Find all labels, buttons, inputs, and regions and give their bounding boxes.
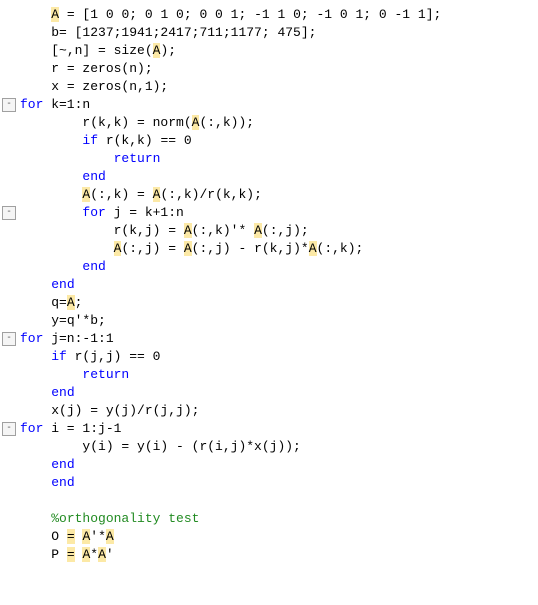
code-line[interactable]: -for i = 1:j-1	[0, 420, 538, 438]
code-line[interactable]	[0, 492, 538, 510]
code-text: end	[20, 277, 75, 292]
code-text: A(:,j) = A(:,j) - r(k,j)*A(:,k);	[20, 241, 363, 256]
code-text: return	[20, 151, 160, 166]
code-line[interactable]: -for j=n:-1:1	[0, 330, 538, 348]
code-line[interactable]: end	[0, 168, 538, 186]
code-line[interactable]: P = A*A'	[0, 546, 538, 564]
code-text: r(k,j) = A(:,k)'* A(:,j);	[20, 223, 309, 238]
code-text: b= [1237;1941;2417;711;1177; 475];	[20, 25, 316, 40]
code-text: end	[20, 169, 106, 184]
code-text: A = [1 0 0; 0 1 0; 0 0 1; -1 1 0; -1 0 1…	[20, 7, 441, 22]
code-line[interactable]: x(j) = y(j)/r(j,j);	[0, 402, 538, 420]
code-line[interactable]: q=A;	[0, 294, 538, 312]
code-text: y=q'*b;	[20, 313, 106, 328]
code-text: if r(j,j) == 0	[20, 349, 160, 364]
code-text: for i = 1:j-1	[20, 421, 121, 436]
fold-toggle-icon[interactable]: -	[2, 332, 16, 346]
code-text: P = A*A'	[20, 547, 114, 562]
code-text: return	[20, 367, 129, 382]
code-text: end	[20, 475, 75, 490]
code-line[interactable]: - for j = k+1:n	[0, 204, 538, 222]
code-text: x(j) = y(j)/r(j,j);	[20, 403, 199, 418]
code-line[interactable]: y=q'*b;	[0, 312, 538, 330]
code-text: end	[20, 385, 75, 400]
code-text: x = zeros(n,1);	[20, 79, 168, 94]
fold-toggle-icon[interactable]: -	[2, 206, 16, 220]
code-line[interactable]: return	[0, 366, 538, 384]
code-text: end	[20, 259, 106, 274]
code-text	[20, 493, 51, 508]
code-text: %orthogonality test	[20, 511, 199, 526]
code-line[interactable]: if r(k,k) == 0	[0, 132, 538, 150]
code-text: O = A'*A	[20, 529, 114, 544]
code-line[interactable]: b= [1237;1941;2417;711;1177; 475];	[0, 24, 538, 42]
code-text: for k=1:n	[20, 97, 90, 112]
code-editor[interactable]: A = [1 0 0; 0 1 0; 0 0 1; -1 1 0; -1 0 1…	[0, 0, 538, 570]
code-line[interactable]: A = [1 0 0; 0 1 0; 0 0 1; -1 1 0; -1 0 1…	[0, 6, 538, 24]
code-text: for j = k+1:n	[20, 205, 184, 220]
code-text: q=A;	[20, 295, 82, 310]
code-line[interactable]: end	[0, 258, 538, 276]
code-line[interactable]: end	[0, 384, 538, 402]
fold-toggle-icon[interactable]: -	[2, 422, 16, 436]
code-text: if r(k,k) == 0	[20, 133, 192, 148]
code-line[interactable]: if r(j,j) == 0	[0, 348, 538, 366]
code-text: A(:,k) = A(:,k)/r(k,k);	[20, 187, 262, 202]
code-line[interactable]: return	[0, 150, 538, 168]
code-line[interactable]: [~,n] = size(A);	[0, 42, 538, 60]
code-text: y(i) = y(i) - (r(i,j)*x(j));	[20, 439, 301, 454]
code-line[interactable]: %orthogonality test	[0, 510, 538, 528]
code-line[interactable]: -for k=1:n	[0, 96, 538, 114]
code-line[interactable]: y(i) = y(i) - (r(i,j)*x(j));	[0, 438, 538, 456]
code-line[interactable]: r = zeros(n);	[0, 60, 538, 78]
code-line[interactable]: end	[0, 474, 538, 492]
code-line[interactable]: A(:,j) = A(:,j) - r(k,j)*A(:,k);	[0, 240, 538, 258]
code-line[interactable]: r(k,k) = norm(A(:,k));	[0, 114, 538, 132]
code-line[interactable]: O = A'*A	[0, 528, 538, 546]
code-text: [~,n] = size(A);	[20, 43, 176, 58]
code-line[interactable]: A(:,k) = A(:,k)/r(k,k);	[0, 186, 538, 204]
code-line[interactable]: end	[0, 276, 538, 294]
code-text: for j=n:-1:1	[20, 331, 114, 346]
code-line[interactable]: x = zeros(n,1);	[0, 78, 538, 96]
fold-toggle-icon[interactable]: -	[2, 98, 16, 112]
code-text: end	[20, 457, 75, 472]
code-text: r(k,k) = norm(A(:,k));	[20, 115, 254, 130]
code-line[interactable]: end	[0, 456, 538, 474]
code-text: r = zeros(n);	[20, 61, 153, 76]
code-line[interactable]: r(k,j) = A(:,k)'* A(:,j);	[0, 222, 538, 240]
